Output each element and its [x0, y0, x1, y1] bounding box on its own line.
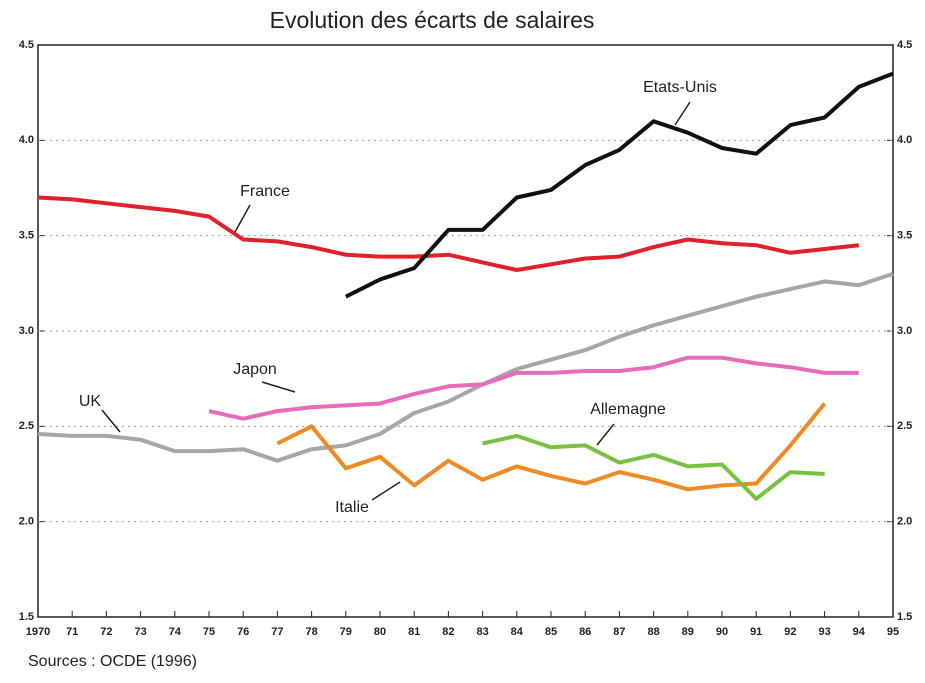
x-tick-label: 81 — [408, 626, 420, 638]
x-tick-label: 92 — [784, 626, 796, 638]
x-tick-label: 73 — [134, 626, 146, 638]
x-tick-label: 84 — [511, 626, 524, 638]
y2-tick-label: 2.0 — [897, 516, 912, 528]
label-arrow — [596, 423, 615, 446]
x-tick-label: 85 — [545, 626, 557, 638]
x-tick-label: 90 — [716, 626, 728, 638]
y2-tick-label: 4.0 — [897, 134, 912, 146]
series-label: Italie — [335, 499, 369, 516]
x-tick-label: 74 — [169, 626, 182, 638]
x-tick-label: 86 — [579, 626, 591, 638]
y-tick-label: 4.5 — [19, 39, 34, 51]
label-arrow — [234, 204, 251, 233]
x-tick-label: 91 — [750, 626, 762, 638]
y-tick-label: 2.5 — [19, 420, 34, 432]
x-tick-label: 77 — [271, 626, 283, 638]
series-line — [208, 355, 859, 421]
x-tick-label: 80 — [374, 626, 386, 638]
x-tick-label: 72 — [100, 626, 112, 638]
chart-title: Evolution des écarts de salaires — [270, 7, 595, 33]
x-tick-label: 79 — [340, 626, 352, 638]
y-tick-label: 1.5 — [19, 611, 34, 623]
x-tick-label: 71 — [66, 626, 78, 638]
label-arrow — [674, 101, 691, 126]
series-label: UK — [79, 393, 102, 410]
y-tick-label: 4.0 — [19, 134, 34, 146]
series-label: Etats-Unis — [643, 79, 717, 96]
x-tick-label: 87 — [613, 626, 625, 638]
x-tick-label: 83 — [476, 626, 488, 638]
y2-tick-label: 3.5 — [897, 230, 912, 242]
x-tick-label: 76 — [237, 626, 249, 638]
x-tick-label: 82 — [442, 626, 454, 638]
label-arrow — [261, 381, 296, 393]
x-tick-label: 1970 — [26, 626, 50, 638]
x-tick-label: 95 — [887, 626, 899, 638]
label-arrow — [101, 409, 121, 433]
x-tick-label: 89 — [682, 626, 694, 638]
x-tick-label: 78 — [305, 626, 317, 638]
y2-tick-label: 4.5 — [897, 39, 912, 51]
source-note: Sources : OCDE (1996) — [28, 653, 197, 670]
series-line — [37, 195, 860, 272]
series-label: Japon — [233, 361, 277, 378]
series-line — [344, 71, 894, 299]
y-tick-label: 3.5 — [19, 230, 34, 242]
y2-tick-label: 3.0 — [897, 325, 912, 337]
series-label: Allemagne — [590, 401, 666, 418]
y-tick-label: 2.0 — [19, 516, 34, 528]
series-line — [37, 271, 894, 463]
label-arrow — [371, 481, 401, 501]
y2-tick-label: 1.5 — [897, 611, 912, 623]
series-line — [482, 433, 825, 501]
x-tick-label: 88 — [647, 626, 659, 638]
x-tick-label: 93 — [818, 626, 830, 638]
x-tick-label: 75 — [203, 626, 215, 638]
x-tick-label: 94 — [853, 626, 866, 638]
y-tick-label: 3.0 — [19, 325, 34, 337]
series-line — [276, 402, 827, 492]
y2-tick-label: 2.5 — [897, 420, 912, 432]
series-label: France — [240, 183, 290, 200]
